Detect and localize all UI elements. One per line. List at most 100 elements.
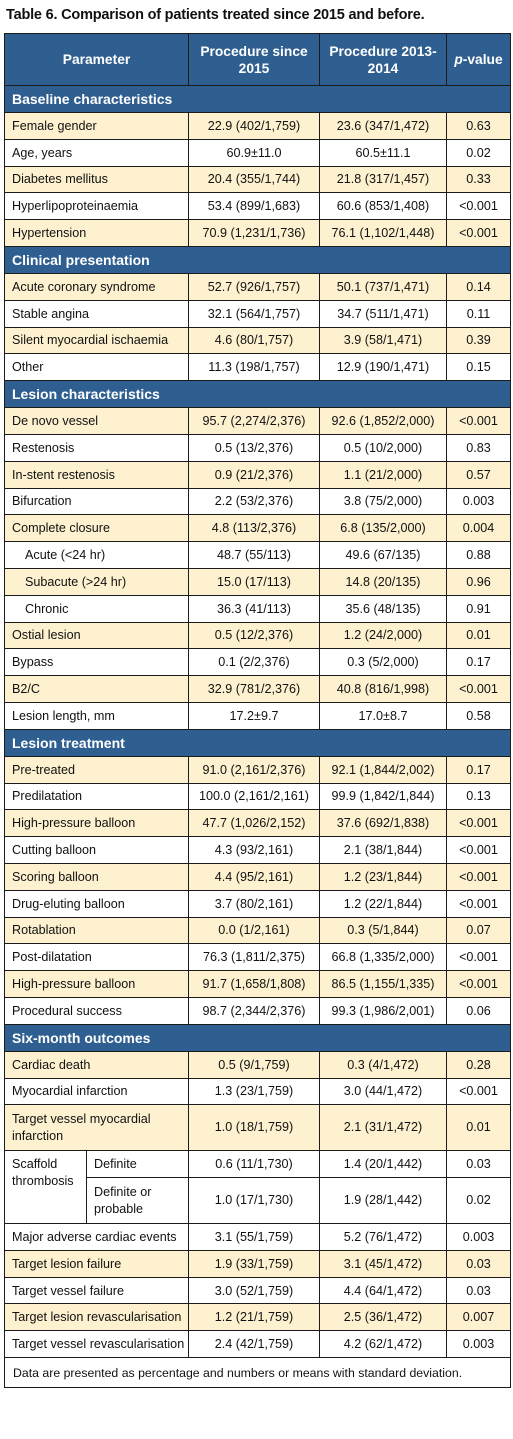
param-cell: Cutting balloon — [4, 836, 189, 864]
p-value-cell: 0.003 — [446, 1330, 511, 1359]
p-value-cell: 0.57 — [446, 460, 511, 489]
table-row: Subacute (>24 hr) 15.0 (17/113) 14.8 (20/1… — [4, 567, 511, 596]
param-cell: Restenosis — [4, 433, 189, 462]
since-2015-cell: 0.5 (9/1,759) — [188, 1050, 320, 1079]
p-value-cell: 0.02 — [446, 1177, 511, 1225]
p-value-cell: 0.003 — [446, 1223, 511, 1251]
y2013-2014-cell: 34.7 (511/1,471) — [319, 299, 447, 328]
param-cell: Target vessel revascularisation — [4, 1330, 189, 1359]
table-row: Target lesion failure 1.9 (33/1,759) 3.1 (… — [4, 1249, 511, 1278]
since-2015-cell: 91.7 (1,658/1,808) — [188, 970, 320, 998]
param-cell: Hypertension — [4, 219, 189, 247]
y2013-2014-cell: 0.5 (10/2,000) — [319, 433, 447, 462]
since-2015-cell: 3.0 (52/1,759) — [188, 1276, 320, 1305]
table-row: Scoring balloon 4.4 (95/2,161) 1.2 (23/1,8… — [4, 862, 511, 891]
param-cell: Other — [4, 353, 189, 382]
y2013-2014-cell: 0.3 (5/1,844) — [319, 916, 447, 945]
param-cell: Myocardial infarction — [4, 1077, 189, 1106]
table-row: Diabetes mellitus 20.4 (355/1,744) 21.8 (3… — [4, 165, 511, 194]
since-2015-cell: 1.9 (33/1,759) — [188, 1249, 320, 1278]
param-cell: Pre-treated — [4, 755, 189, 784]
p-value-cell: 0.003 — [446, 487, 511, 516]
table-row: Complete closure 4.8 (113/2,376) 6.8 (135/… — [4, 514, 511, 543]
p-value-cell: <0.001 — [446, 407, 511, 435]
footnote: Data are presented as percentage and num… — [4, 1357, 511, 1389]
param-cell: Definite — [86, 1150, 189, 1179]
p-value-cell: 0.13 — [446, 782, 511, 811]
table-row: Scaffold thrombosis Definite 0.6 (11/1,730… — [4, 1150, 511, 1225]
table-row: Rotablation 0.0 (1/2,161) 0.3 (5/1,844) 0.0… — [4, 916, 511, 945]
since-2015-cell: 2.2 (53/2,376) — [188, 487, 320, 516]
param-cell: Acute coronary syndrome — [4, 272, 189, 301]
comparison-table: Parameter Procedure since 2015 Procedure… — [4, 33, 511, 1389]
p-value-cell: 0.88 — [446, 541, 511, 569]
p-value-cell: <0.001 — [446, 219, 511, 247]
param-cell: B2/C — [4, 675, 189, 703]
y2013-2014-cell: 2.1 (31/1,472) — [319, 1104, 447, 1152]
param-cell: Complete closure — [4, 514, 189, 543]
since-2015-cell: 1.2 (21/1,759) — [188, 1303, 320, 1332]
table-row: Bifurcation 2.2 (53/2,376) 3.8 (75/2,000) 0… — [4, 487, 511, 516]
y2013-2014-cell: 4.2 (62/1,472) — [319, 1330, 447, 1359]
p-value-cell: 0.11 — [446, 299, 511, 328]
header-p-value: p-value — [446, 33, 511, 86]
section-row: Lesion treatment — [4, 728, 511, 757]
header-2013-2014: Procedure 2013-2014 — [319, 33, 447, 86]
y2013-2014-cell: 0.3 (4/1,472) — [319, 1050, 447, 1079]
param-cell: Target vessel failure — [4, 1276, 189, 1305]
p-value-cell: 0.58 — [446, 701, 511, 730]
p-value-cell: 0.03 — [446, 1249, 511, 1278]
since-2015-cell: 17.2±9.7 — [188, 701, 320, 730]
y2013-2014-cell: 35.6 (48/135) — [319, 594, 447, 623]
p-value-cell: 0.007 — [446, 1303, 511, 1332]
section-title: Six-month outcomes — [4, 1023, 511, 1052]
p-letter: p — [454, 52, 463, 67]
param-cell: In-stent restenosis — [4, 460, 189, 489]
since-2015-cell: 0.6 (11/1,730) — [188, 1150, 320, 1179]
table-row: Target vessel failure 3.0 (52/1,759) 4.4 (… — [4, 1276, 511, 1305]
table-row: Age, years 60.9±11.0 60.5±11.1 0.02 — [4, 138, 511, 167]
p-value-cell: 0.39 — [446, 326, 511, 355]
y2013-2014-cell: 17.0±8.7 — [319, 701, 447, 730]
table-row: Cutting balloon 4.3 (93/2,161) 2.1 (38/1,8… — [4, 836, 511, 864]
param-cell: Definite or probable — [86, 1177, 189, 1225]
y2013-2014-cell: 60.6 (853/1,408) — [319, 192, 447, 221]
section-title: Baseline characteristics — [4, 85, 511, 113]
table-row: Restenosis 0.5 (13/2,376) 0.5 (10/2,000) 0.… — [4, 433, 511, 462]
y2013-2014-cell: 1.4 (20/1,442) — [319, 1150, 447, 1179]
param-cell: Post-dilatation — [4, 943, 189, 972]
p-value-cell: 0.03 — [446, 1150, 511, 1179]
section-title: Lesion treatment — [4, 728, 511, 757]
y2013-2014-cell: 6.8 (135/2,000) — [319, 514, 447, 543]
table-row: In-stent restenosis 0.9 (21/2,376) 1.1 (21… — [4, 460, 511, 489]
since-2015-cell: 47.7 (1,026/2,152) — [188, 809, 320, 838]
table-row: Chronic 36.3 (41/113) 35.6 (48/135) 0.91 — [4, 594, 511, 623]
since-2015-cell: 1.3 (23/1,759) — [188, 1077, 320, 1106]
since-2015-cell: 76.3 (1,811/2,375) — [188, 943, 320, 972]
table-row: High-pressure balloon 47.7 (1,026/2,152) 3… — [4, 809, 511, 838]
y2013-2014-cell: 60.5±11.1 — [319, 138, 447, 167]
y2013-2014-cell: 0.3 (5/2,000) — [319, 648, 447, 677]
p-value-cell: 0.03 — [446, 1276, 511, 1305]
y2013-2014-cell: 3.1 (45/1,472) — [319, 1249, 447, 1278]
y2013-2014-cell: 4.4 (64/1,472) — [319, 1276, 447, 1305]
param-cell: Cardiac death — [4, 1050, 189, 1079]
scaffold-thrombosis-label: Scaffold thrombosis — [4, 1150, 87, 1225]
y2013-2014-cell: 2.5 (36/1,472) — [319, 1303, 447, 1332]
table-row: Silent myocardial ischaemia 4.6 (80/1,757… — [4, 326, 511, 355]
table-row: Stable angina 32.1 (564/1,757) 34.7 (511/1… — [4, 299, 511, 328]
p-value-cell: <0.001 — [446, 862, 511, 891]
header-since-2015: Procedure since 2015 — [188, 33, 320, 86]
param-cell: Acute (<24 hr) — [4, 541, 189, 569]
section-row: Six-month outcomes — [4, 1023, 511, 1052]
since-2015-cell: 1.0 (17/1,730) — [188, 1177, 320, 1225]
y2013-2014-cell: 5.2 (76/1,472) — [319, 1223, 447, 1251]
footnote-row: Data are presented as percentage and num… — [4, 1357, 511, 1389]
param-cell: High-pressure balloon — [4, 809, 189, 838]
header-row: Parameter Procedure since 2015 Procedure… — [4, 33, 511, 86]
y2013-2014-cell: 99.9 (1,842/1,844) — [319, 782, 447, 811]
param-cell: De novo vessel — [4, 407, 189, 435]
param-cell: Predilatation — [4, 782, 189, 811]
y2013-2014-cell: 92.6 (1,852/2,000) — [319, 407, 447, 435]
p-value-cell: 0.004 — [446, 514, 511, 543]
